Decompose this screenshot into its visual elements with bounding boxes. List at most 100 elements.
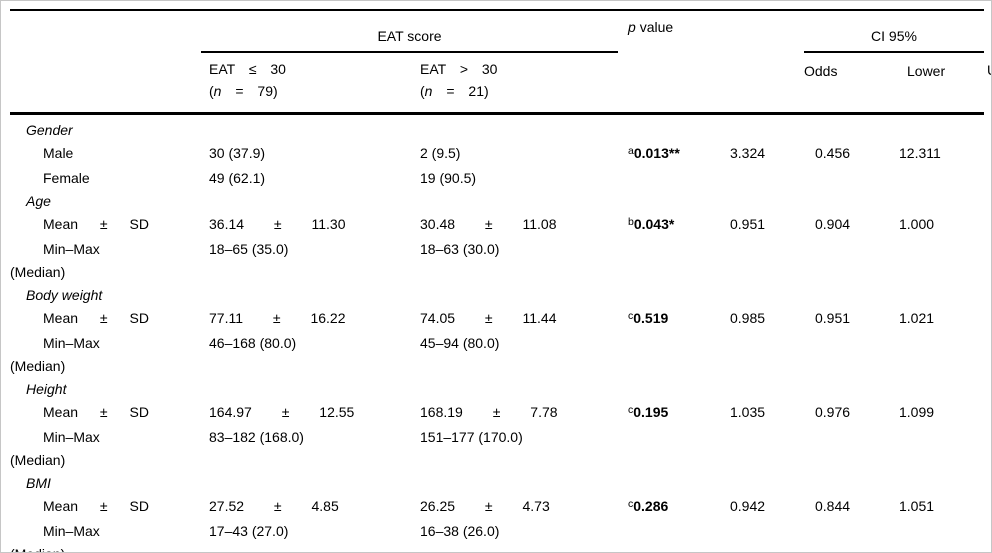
ci-upper-value: 1.099 <box>899 404 935 420</box>
ci-upper-value: 1.021 <box>899 310 935 326</box>
group1-value: 164.97 ± 12.55 <box>209 404 355 420</box>
eat-score-label: EAT score <box>377 28 442 44</box>
table-header: EAT score p value CI 95% EAT ≤ 30 (n = 7… <box>10 10 991 114</box>
statistics-table: EAT score p value CI 95% EAT ≤ 30 (n = 7… <box>10 9 991 552</box>
row-label-line2: (Median) <box>10 543 201 552</box>
header-eat-score-spanner: EAT score <box>201 10 618 53</box>
p-superscript: b <box>628 216 634 228</box>
table-row-height-minmax: Min–Max (Median) 83–182 (168.0) 151–177 (… <box>10 426 984 472</box>
table-row-bmi-mean: Mean ± SD 27.52 ± 4.85 26.25 ± 4.73 c0.2… <box>10 495 984 520</box>
p-value: 0.013** <box>633 145 680 161</box>
header-p-value: p value <box>618 10 730 114</box>
group1-value: 30 (37.9) <box>209 145 266 161</box>
group2-n: (n = 21) <box>420 80 618 102</box>
row-label-line1: Min–Max <box>43 335 100 351</box>
paren: ( <box>209 83 214 99</box>
group2-title: EAT > 30 <box>420 61 498 77</box>
table-row-weight-mean: Mean ± SD 77.11 ± 16.22 74.05 ± 11.44 c0… <box>10 307 984 332</box>
ci-upper-value: 12.311 <box>899 145 941 161</box>
section-title-body-weight: Body weight <box>26 287 103 303</box>
p-superscript: c <box>628 404 634 416</box>
odds-value: 0.951 <box>730 216 766 232</box>
ci-lower-value: 0.976 <box>815 404 851 420</box>
p-value: 0.195 <box>633 404 669 420</box>
group1-value: 83–182 (168.0) <box>209 429 304 445</box>
group1-value: 46–168 (80.0) <box>209 335 297 351</box>
row-label-line1: Min–Max <box>43 429 100 445</box>
group2-value: 18–63 (30.0) <box>420 241 500 257</box>
group2-value: 168.19 ± 7.78 <box>420 404 558 420</box>
ci-lower-value: 0.456 <box>815 145 851 161</box>
group1-value: 77.11 ± 16.22 <box>209 310 346 326</box>
table-row-male: Male 30 (37.9) 2 (9.5) a0.013** 3.324 0.… <box>10 142 984 167</box>
section-title-height: Height <box>26 381 67 397</box>
p-superscript: c <box>628 498 634 510</box>
section-title-bmi: BMI <box>26 475 51 491</box>
n-italic: n <box>213 83 222 99</box>
group2-value: 16–38 (26.0) <box>420 523 500 539</box>
p-italic: p <box>628 19 636 35</box>
ci-lower-value: 0.904 <box>815 216 851 232</box>
group1-title: EAT ≤ 30 <box>209 61 286 77</box>
ci-upper-value: 1.051 <box>899 498 935 514</box>
ci-upper-value: 1.000 <box>899 216 935 232</box>
header-ci95-spanner: CI 95% <box>804 10 985 53</box>
section-title-age: Age <box>26 193 51 209</box>
p-value: 0.043* <box>633 216 675 232</box>
group2-value: 45–94 (80.0) <box>420 335 500 351</box>
ci-lower-value: 0.844 <box>815 498 851 514</box>
p-superscript: c <box>628 310 634 322</box>
group2-value: 2 (9.5) <box>420 145 461 161</box>
header-ci-lower: Lower <box>907 63 946 79</box>
group1-value: 27.52 ± 4.85 <box>209 498 339 514</box>
group2-value: 30.48 ± 11.08 <box>420 216 557 232</box>
group1-value: 17–43 (27.0) <box>209 523 289 539</box>
ci-lower-value: 0.951 <box>815 310 851 326</box>
header-empty-cell <box>10 10 201 114</box>
p-value-cell: c0.195 <box>618 401 730 426</box>
header-group2: EAT > 30 (n = 21) <box>411 52 618 114</box>
row-label: Male <box>43 145 74 161</box>
p-value-cell: a0.013** <box>618 142 730 167</box>
section-title-gender: Gender <box>26 122 73 138</box>
p-value-cell: c0.519 <box>618 307 730 332</box>
header-group1: EAT ≤ 30 (n = 79) <box>201 52 411 114</box>
table-row-age-mean: Mean ± SD 36.14 ± 11.30 30.48 ± 11.08 b0… <box>10 213 984 238</box>
odds-value: 1.035 <box>730 404 766 420</box>
group2-value: 151–177 (170.0) <box>420 429 523 445</box>
group2-value: 19 (90.5) <box>420 170 477 186</box>
row-label: Mean ± SD <box>43 216 149 232</box>
row-label-line1: Min–Max <box>43 523 100 539</box>
table-row-female: Female 49 (62.1) 19 (90.5) <box>10 167 984 190</box>
row-label-line2: (Median) <box>10 452 66 468</box>
odds-value: 0.985 <box>730 310 766 326</box>
p-superscript: a <box>628 145 634 157</box>
row-label-line2: (Median) <box>10 358 66 374</box>
header-odds: Odds <box>804 63 838 79</box>
p-value-cell: b0.043* <box>618 213 730 238</box>
table-body: Gender Male 30 (37.9) 2 (9.5) a0.013** 3… <box>10 114 984 552</box>
row-label: Mean ± SD <box>43 310 149 326</box>
table-row-height-mean: Mean ± SD 164.97 ± 12.55 168.19 ± 7.78 c… <box>10 401 984 426</box>
table-row-weight-minmax: Min–Max (Median) 46–168 (80.0) 45–94 (80.… <box>10 332 984 378</box>
group2-value: 26.25 ± 4.73 <box>420 498 550 514</box>
p-value: 0.286 <box>633 498 669 514</box>
row-label-line1: Min–Max <box>43 241 100 257</box>
row-label: Mean ± SD <box>43 498 149 514</box>
row-label: Mean ± SD <box>43 404 149 420</box>
group1-n: (n = 79) <box>209 80 411 102</box>
n-italic: n <box>424 83 433 99</box>
n-count: = 79) <box>235 83 278 99</box>
odds-value: 0.942 <box>730 498 766 514</box>
ci95-label: CI 95% <box>871 28 917 44</box>
group1-value: 18–65 (35.0) <box>209 241 289 257</box>
group2-value: 74.05 ± 11.44 <box>420 310 557 326</box>
odds-value: 3.324 <box>730 145 766 161</box>
row-label-line2: (Median) <box>10 264 66 280</box>
table-row-bmi-minmax: Min–Max (Median) 17–43 (27.0) 16–38 (26.0… <box>10 520 984 552</box>
group1-value: 49 (62.1) <box>209 170 266 186</box>
group1-value: 36.14 ± 11.30 <box>209 216 346 232</box>
p-value-cell: c0.286 <box>618 495 730 520</box>
p-rest: value <box>639 19 674 35</box>
